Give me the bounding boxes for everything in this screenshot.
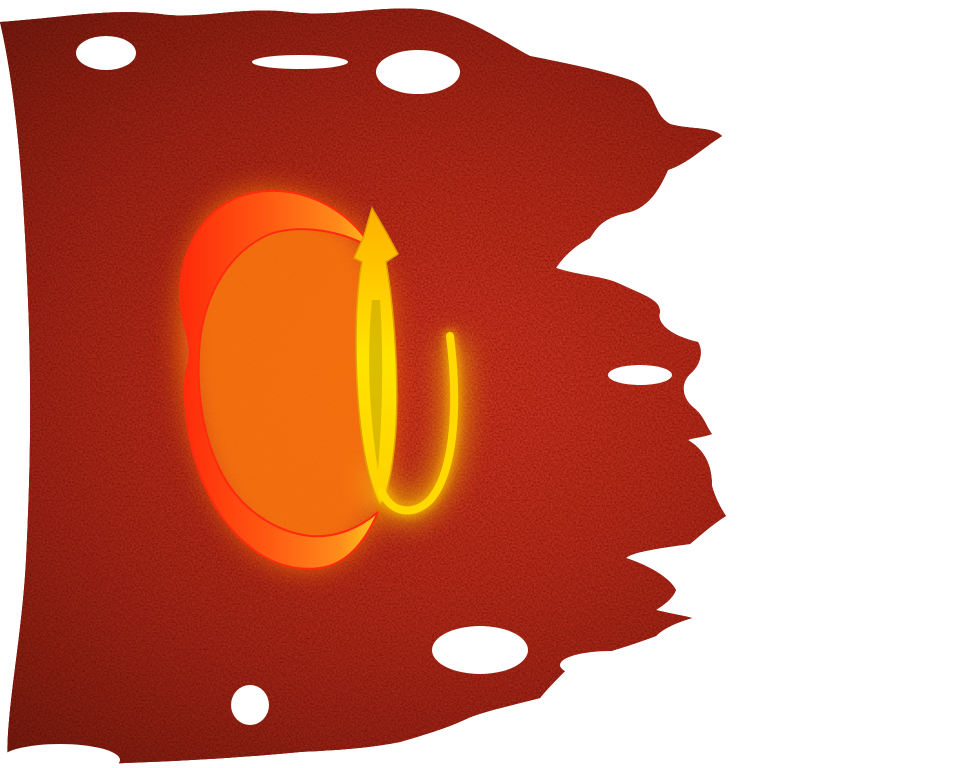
hole [560,651,660,679]
hole [432,626,528,674]
banner-holes [0,36,672,768]
hole [376,50,460,94]
hole [76,36,136,70]
glowing-alpha-glyph [178,189,464,570]
hole [0,744,120,768]
alpha-bowl [178,189,379,570]
hole [231,685,269,725]
hole [608,365,672,385]
hole [252,55,348,69]
